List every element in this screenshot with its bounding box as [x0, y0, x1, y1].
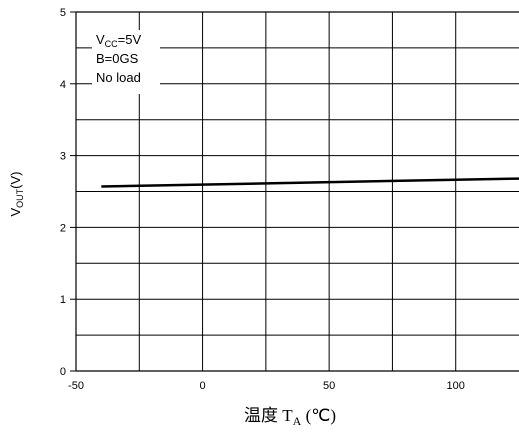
x-tick-label: -50 [68, 380, 84, 392]
y-tick-labels: 0 1 2 3 4 5 [60, 7, 76, 378]
annotation-line: VCC=5V [96, 32, 141, 49]
y-tick-label: 3 [60, 151, 66, 163]
annotation-main: V [96, 32, 105, 47]
x-axis-label-rest: (℃) [301, 406, 336, 425]
annotation-line: No load [96, 70, 141, 85]
gridlines [76, 12, 519, 371]
x-tick-labels: -50 0 50 100 [68, 380, 465, 392]
y-axis-label-sub: OUT [15, 188, 25, 208]
x-tick-label: 0 [200, 380, 206, 392]
annotation-box [92, 30, 160, 94]
annotation-main: No load [96, 70, 141, 85]
y-axis-label-main: V [8, 208, 23, 217]
annotation-sub: CC [105, 39, 118, 49]
x-axis-label-main: 温度 T [244, 406, 293, 425]
y-tick-label: 2 [60, 222, 66, 234]
annotations: VCC=5V B=0GS No load [96, 32, 141, 85]
y-axis-label-rest: (V) [8, 171, 23, 188]
y-tick-label: 1 [60, 294, 66, 306]
vout-series-line [101, 177, 519, 188]
x-tick-label: 100 [447, 380, 465, 392]
y-tick-label: 0 [60, 366, 66, 378]
y-tick-label: 4 [60, 79, 66, 91]
x-axis-label-sub: A [293, 414, 302, 428]
x-axis-label: 温度 TA (℃) [244, 406, 336, 428]
plot-frame [75, 11, 519, 372]
y-axis-label: VOUT(V) [8, 171, 25, 216]
annotation-main: B=0GS [96, 51, 139, 66]
x-tick-label: 50 [323, 380, 335, 392]
annotation-rest: =5V [118, 32, 142, 47]
series [101, 177, 519, 188]
annotation-line: B=0GS [96, 51, 139, 66]
y-tick-label: 5 [60, 7, 66, 19]
